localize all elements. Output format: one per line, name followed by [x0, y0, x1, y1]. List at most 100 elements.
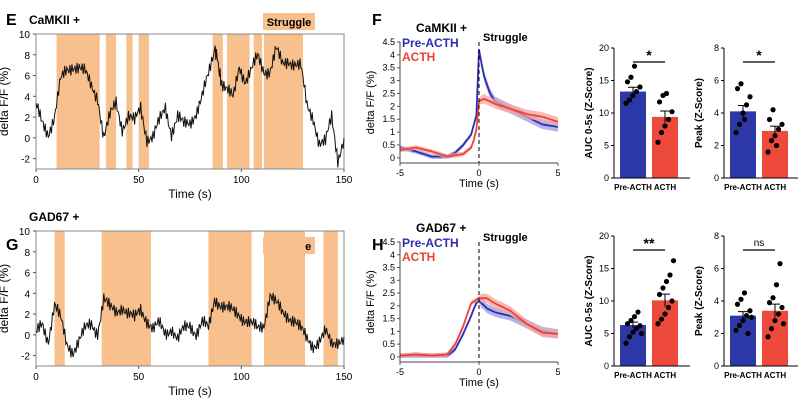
data-point: [637, 84, 643, 90]
data-point: [630, 329, 636, 335]
x-tick-label: 150: [336, 372, 353, 383]
data-point: [741, 290, 748, 296]
y-tick-label: 2: [24, 310, 30, 321]
data-point: [665, 116, 672, 123]
data-point: [624, 79, 631, 85]
data-point: [637, 323, 643, 329]
data-point: [743, 313, 750, 319]
y-axis-label: AUC 0-5s (Z-Score): [584, 255, 595, 346]
y-tick-label: 0: [390, 153, 395, 163]
y-tick-label: 0: [390, 352, 395, 362]
data-point: [628, 74, 634, 80]
event-label: Struggle: [483, 232, 528, 244]
y-tick-label: 0: [714, 361, 719, 371]
bar-acth: [762, 130, 788, 178]
y-tick-label: 0: [24, 331, 30, 342]
bar-acth: [652, 300, 678, 366]
data-point: [772, 133, 778, 139]
category-label: ACTH: [654, 183, 676, 192]
struggle-bout: [212, 34, 223, 169]
data-point: [631, 314, 638, 320]
y-tick-label: 4.5: [382, 37, 395, 47]
data-point: [777, 261, 783, 267]
data-point: [669, 109, 675, 115]
category-label: ACTH: [654, 371, 676, 380]
data-point: [779, 121, 785, 127]
data-point: [740, 317, 746, 324]
data-point: [658, 316, 665, 322]
data-point: [631, 63, 638, 69]
significance-marker: *: [646, 47, 652, 63]
data-point: [662, 311, 668, 317]
data-point: [745, 330, 751, 337]
x-tick-label: 5: [555, 367, 560, 377]
category-label: Pre-ACTH: [614, 183, 652, 192]
data-point: [733, 129, 739, 136]
category-label: Pre-ACTH: [614, 371, 652, 380]
struggle-bout: [126, 34, 133, 169]
category-label: Pre-ACTH: [724, 183, 762, 192]
y-tick-label: 3: [390, 76, 395, 86]
y-tick-label: 4: [24, 289, 30, 300]
chart-title: CaMKII +: [29, 13, 80, 27]
x-tick-label: 5: [555, 168, 560, 178]
data-point: [765, 149, 771, 155]
y-axis-label: delta F/F (%): [0, 264, 11, 333]
data-point: [670, 258, 677, 264]
y-tick-label: 3: [390, 275, 395, 285]
panel-label-e: E: [6, 12, 17, 29]
y-tick-label: 1.5: [382, 114, 395, 124]
data-point: [626, 334, 633, 340]
data-point: [736, 121, 743, 127]
data-point: [748, 314, 755, 320]
y-axis-label: delta F/F (%): [365, 270, 377, 334]
category-label: Pre-ACTH: [724, 371, 762, 380]
data-point: [768, 138, 775, 144]
significance-marker: *: [756, 47, 762, 63]
y-tick-label: 0: [604, 361, 609, 371]
y-axis-label: delta F/F (%): [0, 67, 11, 136]
category-label: ACTH: [764, 183, 786, 192]
y-tick-label: 0: [24, 134, 30, 145]
x-tick-label: 100: [233, 175, 250, 186]
plot-frame: [35, 33, 345, 170]
y-tick-label: 3.5: [382, 263, 395, 273]
data-point: [630, 92, 636, 99]
x-tick-label: 0: [476, 367, 481, 377]
chart-title: GAD67 +: [29, 210, 79, 224]
legend-acth: ACTH: [402, 50, 435, 64]
x-tick-label: -5: [396, 367, 404, 377]
data-point: [656, 99, 663, 105]
data-point: [772, 317, 778, 324]
y-tick-label: 0.5: [382, 339, 395, 349]
struggle-bout: [105, 34, 117, 169]
data-point: [766, 116, 773, 123]
x-tick-label: 50: [133, 372, 145, 383]
data-point: [747, 308, 753, 314]
data-point: [734, 86, 741, 92]
struggle-bout: [263, 231, 305, 366]
struggle-legend-text-e: Struggle: [267, 17, 312, 29]
data-point: [738, 81, 744, 87]
y-tick-label: 2.5: [382, 288, 395, 298]
y-tick-label: 6: [24, 72, 30, 83]
y-tick-label: 8: [714, 231, 719, 241]
data-point: [633, 88, 640, 95]
x-tick-label: -5: [396, 168, 404, 178]
y-tick-label: 2: [390, 301, 395, 311]
y-tick-label: 1.5: [382, 314, 395, 324]
data-point: [775, 311, 782, 317]
bar-pre-acth: [620, 91, 646, 178]
data-point: [779, 304, 785, 311]
y-tick-label: 0: [714, 173, 719, 183]
y-axis-label: Peak (Z-Score): [694, 78, 705, 148]
data-point: [638, 330, 645, 337]
data-point: [660, 285, 666, 291]
y-tick-label: 4.5: [382, 237, 395, 247]
struggle-bout: [226, 34, 250, 169]
significance-marker: **: [644, 235, 655, 251]
y-tick-label: -2: [21, 352, 30, 363]
y-tick-label: 3.5: [382, 63, 395, 73]
data-point: [770, 295, 776, 301]
